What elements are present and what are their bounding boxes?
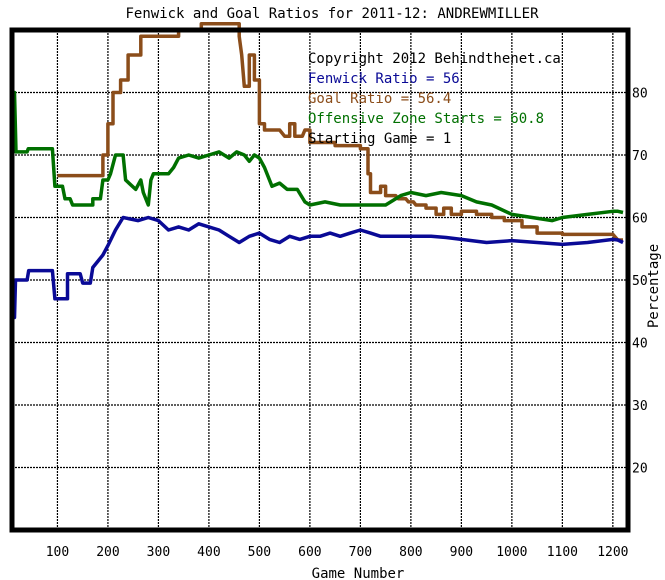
x-tick-label: 800 xyxy=(399,545,422,560)
y-tick-label: 40 xyxy=(632,337,648,352)
x-tick-label: 700 xyxy=(349,545,372,560)
y-tick-label: 70 xyxy=(632,149,648,164)
y-tick-label: 60 xyxy=(632,212,648,227)
plot-frame xyxy=(9,27,631,533)
grid-lines xyxy=(12,30,628,530)
legend-annotations: Copyright 2012 Behindthenet.ca Fenwick Ra… xyxy=(308,51,561,147)
legend-entry: Starting Game = 1 xyxy=(308,131,451,147)
x-tick-label: 1100 xyxy=(547,545,578,560)
x-tick-label: 500 xyxy=(248,545,271,560)
x-tick-label: 100 xyxy=(46,545,69,560)
legend-entry: Fenwick Ratio = 56 xyxy=(308,71,460,87)
y-tick-label: 50 xyxy=(632,274,648,289)
y-tick-label: 80 xyxy=(632,87,648,102)
x-tick-label: 600 xyxy=(298,545,321,560)
x-tick-labels: 100 200 300 400 500 600 700 800 900 1000 1100 1200 xyxy=(46,545,629,560)
y-tick-label: 30 xyxy=(632,399,648,414)
y-tick-labels: 20 30 40 50 60 70 80 xyxy=(632,87,648,477)
series-line-fenwick-ratio xyxy=(12,215,624,320)
x-tick-label: 400 xyxy=(197,545,220,560)
series-line-offensive-zone-starts xyxy=(12,90,624,223)
legend-entry: Goal Ratio = 56.4 xyxy=(308,91,451,107)
chart-title: Fenwick and Goal Ratios for 2011-12: AND… xyxy=(125,6,539,22)
x-tick-label: 300 xyxy=(147,545,170,560)
x-tick-label: 900 xyxy=(450,545,473,560)
x-axis-label: Game Number xyxy=(312,566,405,580)
y-tick-label: 20 xyxy=(632,462,648,477)
legend-entry: Offensive Zone Starts = 60.8 xyxy=(308,111,544,127)
x-tick-label: 200 xyxy=(96,545,119,560)
x-tick-label: 1000 xyxy=(496,545,527,560)
y-axis-label: Percentage xyxy=(646,244,662,328)
legend-entry: Copyright 2012 Behindthenet.ca xyxy=(308,51,561,67)
x-tick-label: 1200 xyxy=(597,545,628,560)
